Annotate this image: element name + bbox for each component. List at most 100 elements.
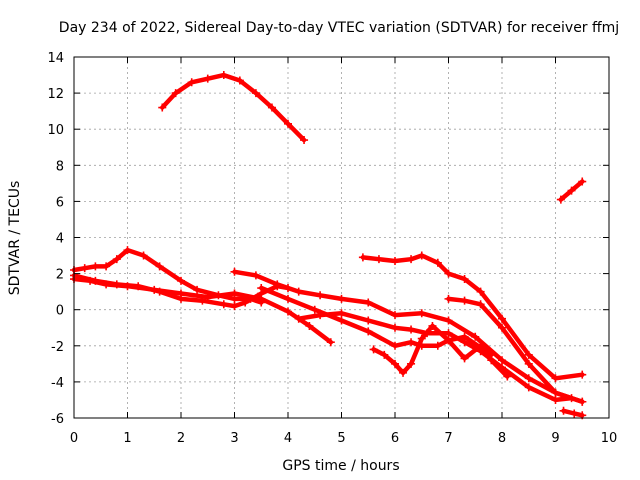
data-point	[391, 323, 399, 332]
data-point	[80, 264, 89, 273]
data-point	[337, 309, 346, 318]
data-point	[300, 136, 309, 145]
data-point	[407, 255, 416, 264]
y-tick-label: 10	[47, 123, 64, 138]
chart-title: Day 234 of 2022, Sidereal Day-to-day VTE…	[59, 20, 619, 36]
data-point	[364, 316, 373, 325]
x-tick-label: 9	[551, 431, 559, 446]
series-arc-3	[70, 275, 335, 347]
data-point	[524, 374, 533, 383]
data-point	[112, 280, 121, 289]
data-point	[294, 314, 303, 323]
data-point	[444, 336, 453, 345]
data-point	[407, 325, 416, 334]
data-point	[391, 311, 399, 320]
x-tick-label: 10	[601, 431, 618, 446]
data-point	[570, 409, 579, 418]
series-layer	[70, 71, 587, 420]
data-point	[203, 74, 212, 83]
data-point	[498, 314, 506, 323]
data-point	[551, 395, 560, 404]
data-point	[257, 284, 266, 293]
data-point	[219, 71, 228, 80]
x-tick-label: 2	[177, 431, 185, 446]
x-tick-label: 6	[391, 431, 399, 446]
data-point	[251, 89, 260, 98]
data-point	[578, 370, 587, 379]
data-point	[374, 255, 383, 264]
data-point	[273, 280, 282, 289]
data-point	[123, 246, 132, 255]
data-point	[364, 327, 373, 336]
data-point	[177, 294, 185, 303]
data-point	[498, 323, 506, 332]
data-point	[155, 287, 164, 296]
data-point	[139, 251, 148, 260]
data-point	[91, 276, 100, 285]
data-point	[476, 341, 485, 350]
x-tick-label: 3	[230, 431, 238, 446]
data-point	[155, 262, 164, 271]
data-point	[358, 253, 367, 262]
x-tick-label: 1	[123, 431, 131, 446]
data-point	[556, 195, 565, 204]
series-arc-7	[257, 284, 512, 381]
x-tick-label: 5	[337, 431, 345, 446]
series-arc-10	[444, 294, 587, 406]
data-point	[471, 332, 480, 341]
data-point	[310, 305, 319, 314]
data-point	[171, 89, 180, 98]
data-point	[524, 350, 533, 359]
data-point	[444, 269, 453, 278]
data-point	[567, 186, 576, 195]
series-arc-12	[559, 406, 587, 420]
data-point	[187, 78, 196, 87]
series-line	[160, 72, 307, 143]
data-point	[399, 368, 408, 377]
data-point	[487, 350, 496, 359]
data-point	[460, 296, 469, 305]
data-point	[241, 298, 250, 307]
data-point	[251, 271, 260, 280]
data-point	[578, 397, 587, 406]
data-point	[498, 356, 506, 365]
data-point	[391, 341, 399, 350]
y-tick-label: 12	[47, 87, 64, 102]
data-point	[524, 383, 533, 392]
data-point	[294, 287, 303, 296]
data-point	[417, 251, 426, 260]
data-point	[460, 338, 469, 347]
series-arc-1	[158, 71, 309, 145]
data-point	[284, 294, 292, 303]
data-point	[433, 258, 442, 267]
y-tick-label: 0	[56, 304, 64, 319]
data-point	[158, 103, 167, 112]
data-point	[364, 298, 373, 307]
data-point	[476, 287, 485, 296]
data-point	[460, 275, 469, 284]
data-point	[337, 316, 346, 325]
data-point	[460, 354, 469, 363]
data-point	[177, 276, 185, 285]
y-tick-label: 8	[56, 159, 64, 174]
data-point	[230, 289, 239, 298]
data-point	[444, 329, 453, 338]
data-point	[102, 262, 111, 271]
y-tick-label: 6	[56, 195, 64, 210]
data-point	[551, 374, 560, 383]
series-arc-9	[369, 321, 496, 377]
data-point	[380, 350, 389, 359]
data-point	[444, 316, 453, 325]
y-tick-label: -6	[51, 412, 64, 427]
data-point	[134, 282, 143, 291]
x-tick-label: 0	[70, 431, 78, 446]
data-point	[316, 291, 325, 300]
y-tick-label: 2	[56, 268, 64, 283]
data-point	[407, 338, 416, 347]
series-arc-11	[556, 177, 587, 204]
series-arc-5	[230, 267, 587, 406]
data-point	[524, 359, 533, 368]
y-tick-label: 4	[56, 232, 64, 247]
data-point	[284, 119, 292, 128]
